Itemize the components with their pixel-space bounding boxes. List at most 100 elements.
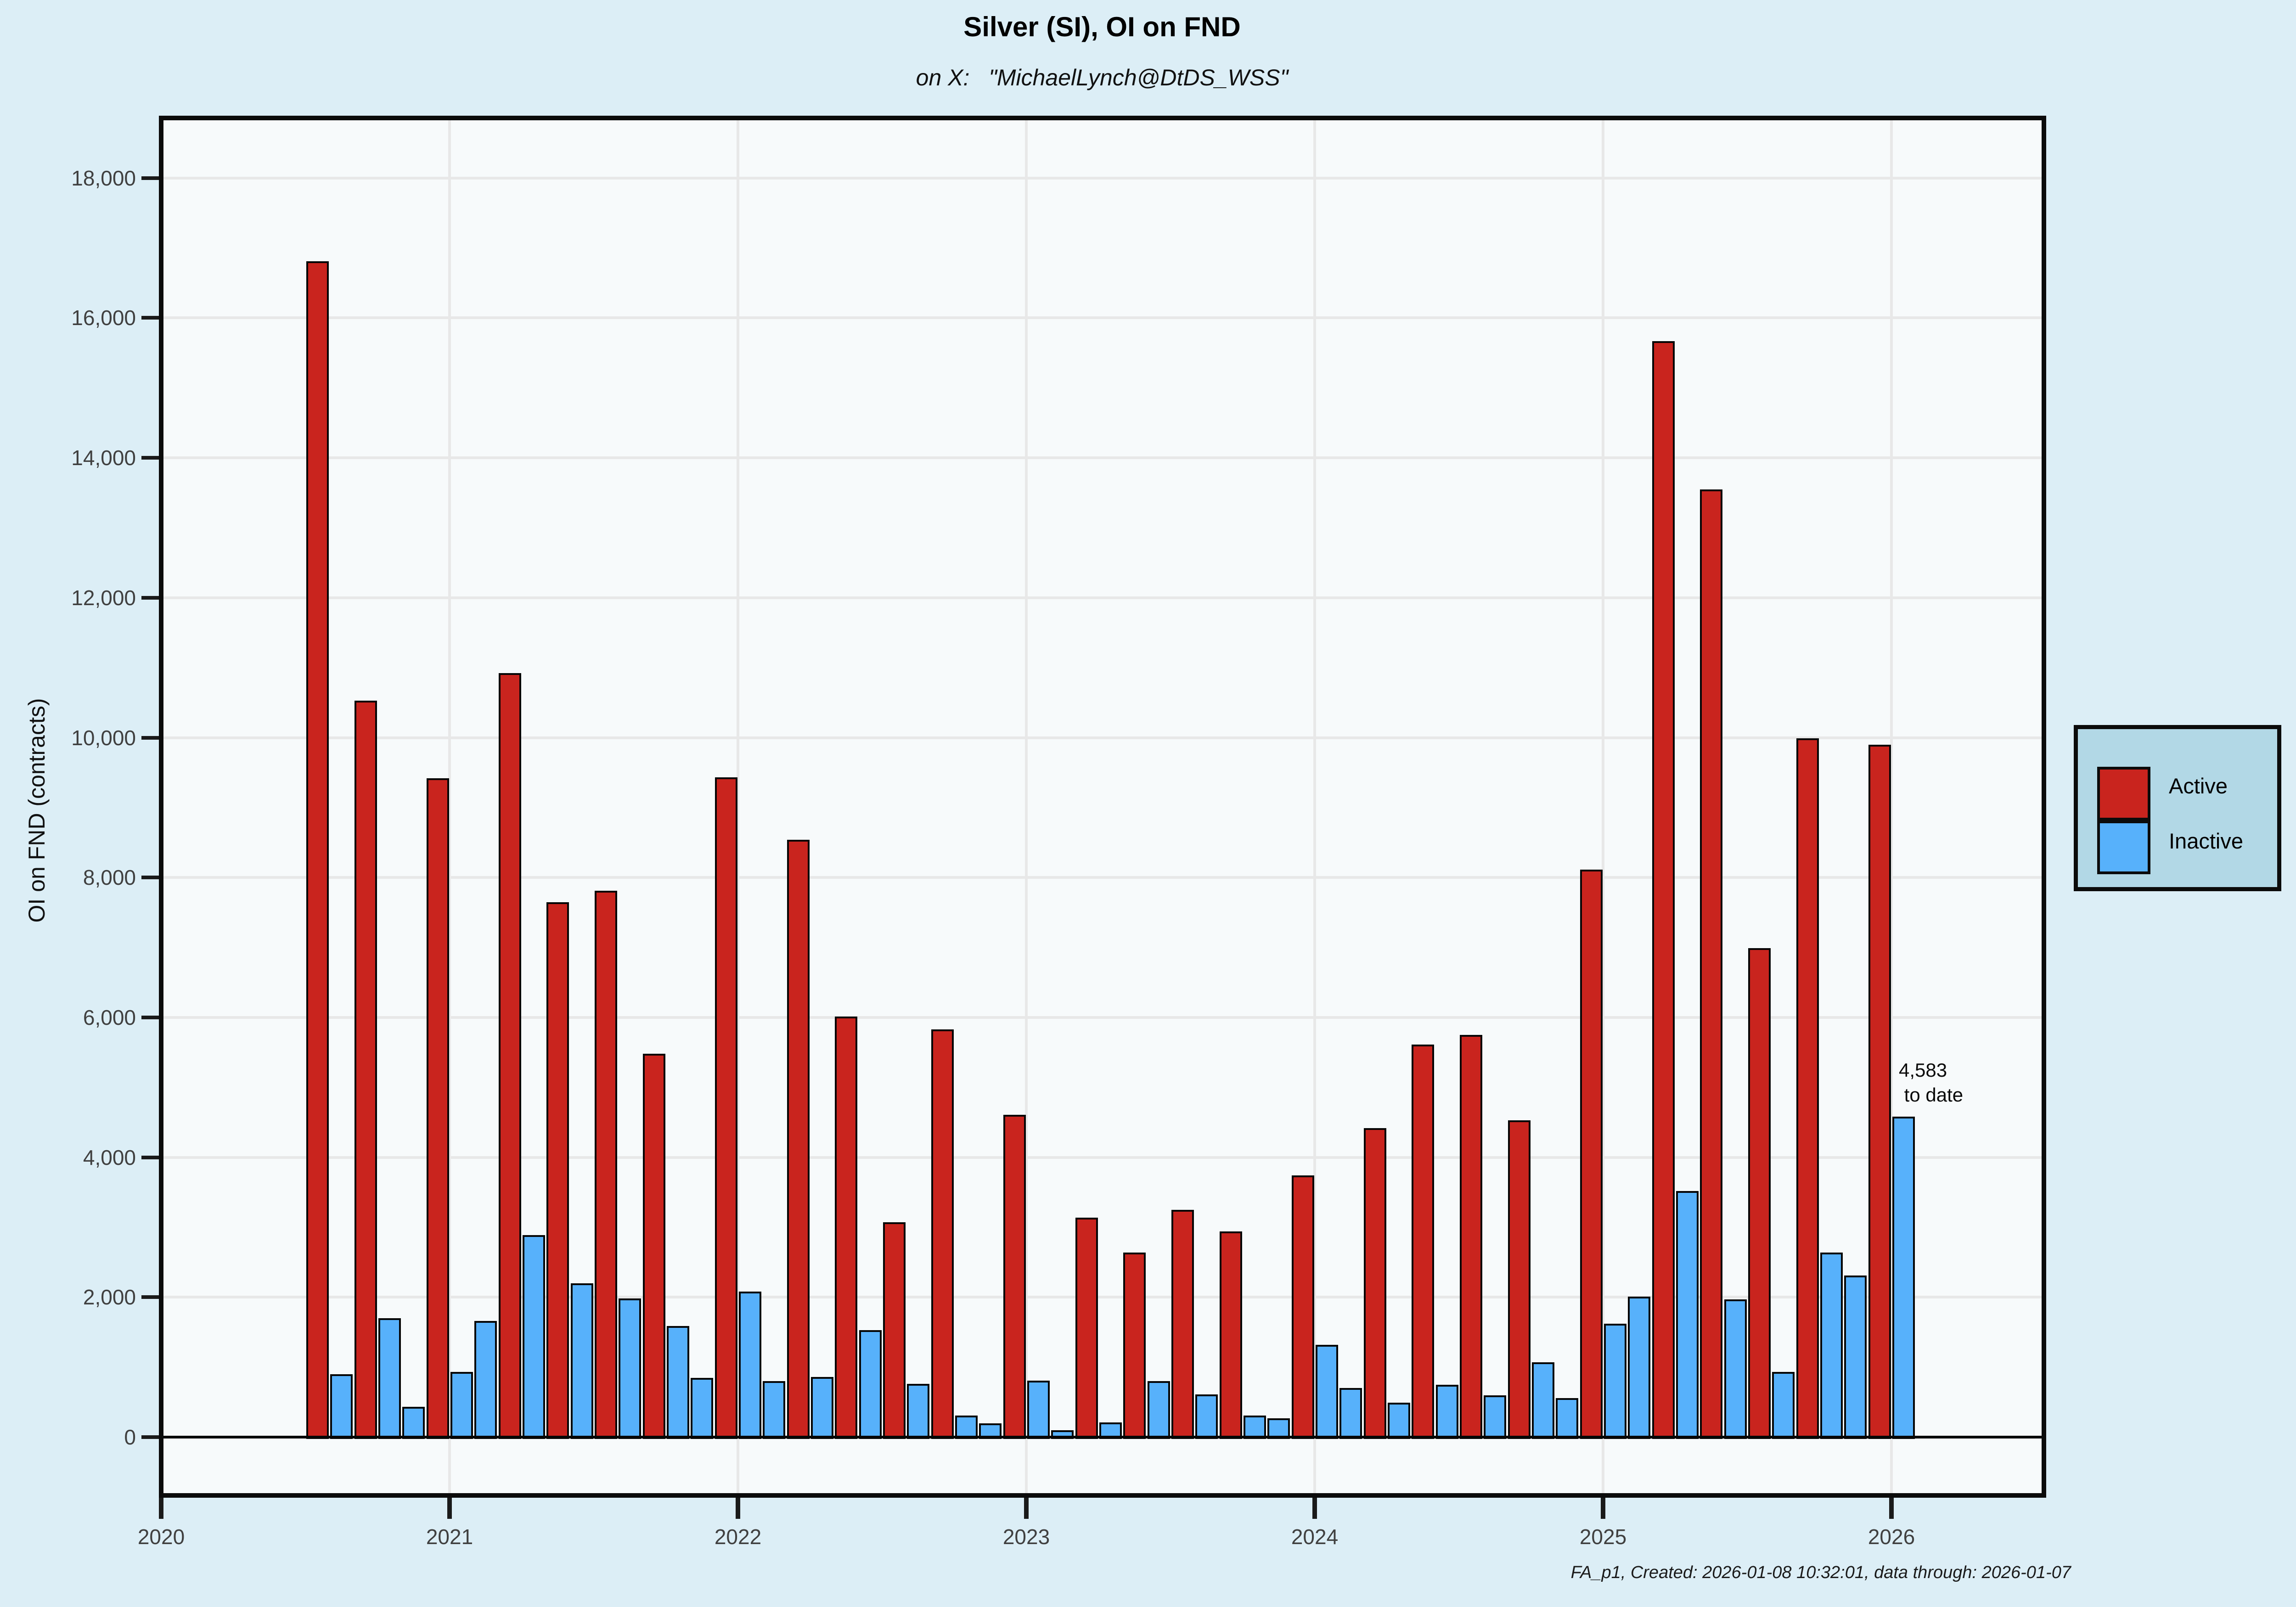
legend: Active Inactive — [2074, 725, 2281, 891]
y-axis-label: OI on FND (contracts) — [24, 698, 50, 923]
gridline-y-4000 — [163, 1156, 2042, 1159]
y-tick-label-14000: 14,000 — [71, 446, 136, 470]
plot-panel: 4,583 to date — [159, 116, 2046, 1498]
bar-inactive-2025-10 — [1820, 1252, 1843, 1439]
x-tick-label-2024: 2024 — [1291, 1525, 1339, 1549]
bar-active-2023-05 — [1123, 1252, 1146, 1439]
y-tick-16000 — [141, 316, 159, 320]
gridline-x-2022 — [737, 120, 739, 1493]
bar-active-2024-07 — [1460, 1034, 1482, 1439]
bar-inactive-2024-11 — [1556, 1398, 1579, 1439]
bar-active-2023-07 — [1171, 1209, 1194, 1439]
gridline-y-8000 — [163, 876, 2042, 879]
bar-inactive-2023-01 — [1027, 1380, 1050, 1439]
y-tick-2000 — [141, 1295, 159, 1299]
x-tick-2020 — [159, 1498, 163, 1519]
bar-active-2020-07 — [306, 261, 329, 1439]
bar-active-2025-12 — [1868, 744, 1891, 1439]
bar-inactive-2021-04 — [523, 1235, 545, 1439]
bar-inactive-2022-08 — [907, 1384, 930, 1439]
bar-inactive-2021-06 — [570, 1283, 593, 1439]
y-tick-label-6000: 6,000 — [83, 1005, 136, 1029]
gridline-y-10000 — [163, 736, 2042, 739]
y-tick-label-12000: 12,000 — [71, 585, 136, 610]
x-tick-2026 — [1889, 1498, 1894, 1519]
x-tick-label-2021: 2021 — [426, 1525, 473, 1549]
bar-inactive-2022-01 — [739, 1292, 761, 1439]
bar-inactive-2025-01 — [1604, 1324, 1626, 1439]
y-tick-18000 — [141, 176, 159, 180]
y-tick-8000 — [141, 876, 159, 880]
bar-active-2021-07 — [595, 891, 617, 1439]
y-tick-12000 — [141, 596, 159, 600]
gridline-y-2000 — [163, 1296, 2042, 1299]
x-tick-2023 — [1024, 1498, 1029, 1519]
bar-inactive-2023-08 — [1195, 1394, 1218, 1439]
chart-title: Silver (SI), OI on FND — [963, 11, 1241, 42]
gridline-y-16000 — [163, 316, 2042, 320]
legend-swatch-inactive — [2097, 820, 2150, 874]
bar-inactive-2025-08 — [1772, 1372, 1795, 1439]
bar-active-2024-05 — [1412, 1045, 1435, 1439]
chart-caption: FA_p1, Created: 2026-01-08 10:32:01, dat… — [1570, 1563, 2071, 1582]
bar-active-2024-12 — [1580, 870, 1603, 1439]
bar-active-2025-05 — [1700, 489, 1723, 1439]
gridline-x-2024 — [1313, 120, 1316, 1493]
bar-inactive-2024-10 — [1532, 1362, 1554, 1439]
bar-active-2023-03 — [1075, 1217, 1098, 1439]
bar-inactive-2022-04 — [811, 1377, 833, 1439]
y-tick-0 — [141, 1435, 159, 1439]
bar-active-2025-07 — [1748, 948, 1771, 1439]
annotation-to-date: 4,583 to date — [1899, 1059, 1964, 1106]
x-tick-2025 — [1601, 1498, 1605, 1519]
y-tick-14000 — [141, 456, 159, 460]
bar-active-2022-07 — [883, 1222, 906, 1439]
x-tick-2022 — [736, 1498, 740, 1519]
bar-inactive-2020-10 — [378, 1318, 401, 1439]
bar-inactive-2021-08 — [619, 1298, 642, 1439]
y-tick-label-0: 0 — [124, 1425, 136, 1449]
bar-inactive-2025-11 — [1844, 1275, 1867, 1439]
bar-inactive-2024-02 — [1339, 1388, 1362, 1439]
bar-active-2020-12 — [426, 778, 449, 1439]
gridline-y-12000 — [163, 596, 2042, 599]
bar-active-2021-05 — [546, 902, 569, 1439]
bar-inactive-2025-04 — [1676, 1191, 1699, 1439]
bar-active-2022-09 — [931, 1029, 954, 1439]
legend-label-active: Active — [2169, 774, 2228, 798]
x-tick-label-2025: 2025 — [1579, 1525, 1627, 1549]
bar-inactive-2026-01 — [1892, 1116, 1915, 1439]
bar-inactive-2021-01 — [450, 1372, 473, 1439]
x-tick-2024 — [1312, 1498, 1317, 1519]
bar-inactive-2023-06 — [1147, 1381, 1170, 1439]
y-tick-label-8000: 8,000 — [83, 865, 136, 890]
y-tick-label-10000: 10,000 — [71, 725, 136, 750]
y-tick-label-2000: 2,000 — [83, 1285, 136, 1309]
bar-inactive-2021-02 — [474, 1321, 497, 1439]
x-tick-label-2020: 2020 — [137, 1525, 185, 1549]
y-tick-4000 — [141, 1155, 159, 1159]
gridline-y-18000 — [163, 176, 2042, 180]
x-tick-label-2023: 2023 — [1002, 1525, 1050, 1549]
bar-inactive-2025-06 — [1724, 1299, 1747, 1439]
bar-active-2025-03 — [1652, 341, 1675, 1439]
gridline-y-14000 — [163, 456, 2042, 460]
bar-inactive-2022-06 — [859, 1330, 882, 1439]
gridline-y-6000 — [163, 1016, 2042, 1019]
bar-inactive-2024-04 — [1388, 1403, 1410, 1439]
bar-active-2022-05 — [835, 1017, 858, 1439]
bar-inactive-2024-01 — [1316, 1344, 1338, 1439]
bar-active-2023-12 — [1291, 1175, 1314, 1439]
gridline-x-2023 — [1025, 120, 1028, 1493]
y-tick-label-4000: 4,000 — [83, 1145, 136, 1169]
bar-inactive-2024-06 — [1435, 1384, 1458, 1439]
bar-active-2024-09 — [1508, 1120, 1531, 1439]
bar-inactive-2025-02 — [1628, 1296, 1651, 1439]
y-tick-6000 — [141, 1015, 159, 1019]
y-tick-label-16000: 16,000 — [71, 306, 136, 330]
bar-active-2021-09 — [642, 1054, 665, 1439]
bar-inactive-2024-08 — [1484, 1395, 1507, 1439]
x-tick-2021 — [447, 1498, 452, 1519]
bar-active-2024-03 — [1363, 1128, 1386, 1439]
bar-active-2022-12 — [1003, 1114, 1026, 1439]
